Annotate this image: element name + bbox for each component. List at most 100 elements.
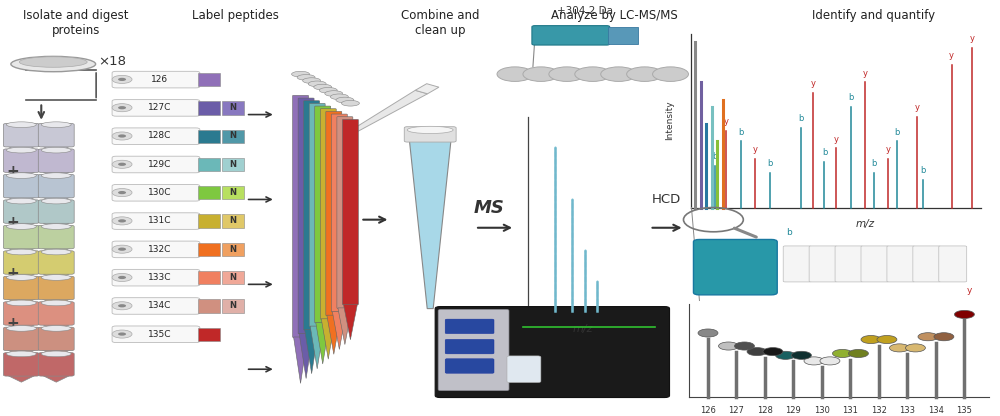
Text: P: P (563, 69, 570, 79)
Ellipse shape (41, 147, 71, 153)
Text: +: + (6, 215, 19, 230)
Text: b: b (920, 166, 926, 175)
Text: Label peptides: Label peptides (192, 10, 279, 22)
Ellipse shape (6, 326, 36, 331)
FancyBboxPatch shape (38, 124, 74, 147)
FancyBboxPatch shape (222, 214, 244, 228)
FancyBboxPatch shape (198, 327, 220, 341)
FancyBboxPatch shape (222, 243, 244, 256)
Text: 132: 132 (871, 406, 887, 415)
Text: 135C: 135C (148, 329, 172, 339)
Ellipse shape (314, 84, 332, 90)
Ellipse shape (6, 147, 36, 153)
Ellipse shape (41, 300, 71, 306)
Ellipse shape (6, 224, 36, 229)
Text: 131: 131 (843, 406, 858, 415)
Text: b: b (894, 128, 899, 136)
FancyBboxPatch shape (222, 271, 244, 285)
Polygon shape (338, 308, 352, 344)
Text: +304.2 Da: +304.2 Da (557, 5, 613, 15)
Polygon shape (6, 197, 36, 204)
FancyBboxPatch shape (222, 158, 244, 171)
Text: UHPLC: UHPLC (461, 324, 477, 329)
Text: Combine and
clean up: Combine and clean up (401, 10, 479, 37)
FancyBboxPatch shape (438, 310, 509, 391)
Text: ×18: ×18 (98, 55, 126, 68)
FancyBboxPatch shape (293, 95, 309, 337)
Circle shape (918, 333, 938, 341)
Circle shape (698, 329, 718, 337)
FancyBboxPatch shape (112, 185, 200, 201)
Ellipse shape (303, 78, 321, 84)
Circle shape (833, 349, 852, 357)
Ellipse shape (407, 126, 453, 134)
Polygon shape (41, 349, 71, 357)
FancyBboxPatch shape (331, 114, 347, 312)
FancyBboxPatch shape (198, 243, 220, 256)
FancyBboxPatch shape (3, 200, 39, 223)
Ellipse shape (292, 71, 310, 77)
Text: b: b (767, 159, 772, 168)
FancyBboxPatch shape (445, 339, 494, 354)
FancyBboxPatch shape (198, 158, 220, 171)
Text: y: y (886, 145, 891, 154)
Polygon shape (305, 330, 319, 374)
FancyBboxPatch shape (337, 117, 353, 308)
Circle shape (497, 67, 533, 82)
Polygon shape (409, 139, 451, 309)
Ellipse shape (6, 351, 36, 357)
Text: 128: 128 (757, 406, 773, 415)
FancyBboxPatch shape (38, 225, 74, 249)
FancyBboxPatch shape (198, 299, 220, 313)
Circle shape (118, 332, 126, 336)
Circle shape (861, 335, 881, 344)
Text: MS: MS (474, 198, 505, 217)
FancyBboxPatch shape (222, 101, 244, 114)
FancyBboxPatch shape (38, 174, 74, 198)
FancyBboxPatch shape (835, 246, 863, 282)
Text: y: y (862, 69, 867, 77)
Text: E: E (667, 69, 674, 79)
Text: P: P (844, 258, 854, 271)
FancyBboxPatch shape (112, 99, 200, 116)
Circle shape (905, 344, 925, 352)
FancyBboxPatch shape (342, 119, 358, 305)
FancyBboxPatch shape (222, 299, 244, 313)
Polygon shape (343, 304, 357, 340)
Circle shape (112, 273, 132, 282)
Text: b: b (738, 128, 743, 136)
FancyBboxPatch shape (112, 270, 200, 286)
FancyBboxPatch shape (38, 251, 74, 274)
Polygon shape (299, 333, 313, 379)
Polygon shape (41, 324, 71, 331)
FancyBboxPatch shape (112, 128, 200, 144)
Circle shape (118, 163, 126, 166)
FancyBboxPatch shape (38, 353, 74, 376)
FancyBboxPatch shape (222, 129, 244, 143)
Text: 133C: 133C (148, 273, 172, 282)
Polygon shape (6, 222, 36, 229)
Text: N: N (229, 245, 236, 254)
FancyBboxPatch shape (3, 276, 39, 300)
Text: b: b (799, 114, 804, 123)
FancyBboxPatch shape (3, 225, 39, 249)
Text: 134C: 134C (148, 301, 172, 310)
Text: y: y (834, 135, 839, 144)
Circle shape (118, 248, 126, 251)
Circle shape (112, 217, 132, 225)
Circle shape (791, 351, 811, 359)
FancyBboxPatch shape (3, 174, 39, 198)
Text: 129: 129 (786, 406, 801, 415)
Polygon shape (41, 146, 71, 153)
FancyBboxPatch shape (112, 298, 200, 314)
Text: N: N (229, 273, 236, 282)
Text: 130C: 130C (148, 188, 172, 197)
Text: E: E (948, 258, 957, 271)
Text: N: N (229, 301, 236, 310)
Ellipse shape (297, 74, 315, 80)
Text: y: y (724, 117, 729, 126)
Circle shape (575, 67, 611, 82)
Polygon shape (316, 322, 330, 364)
Text: b: b (871, 159, 876, 168)
Text: 128C: 128C (148, 131, 172, 141)
